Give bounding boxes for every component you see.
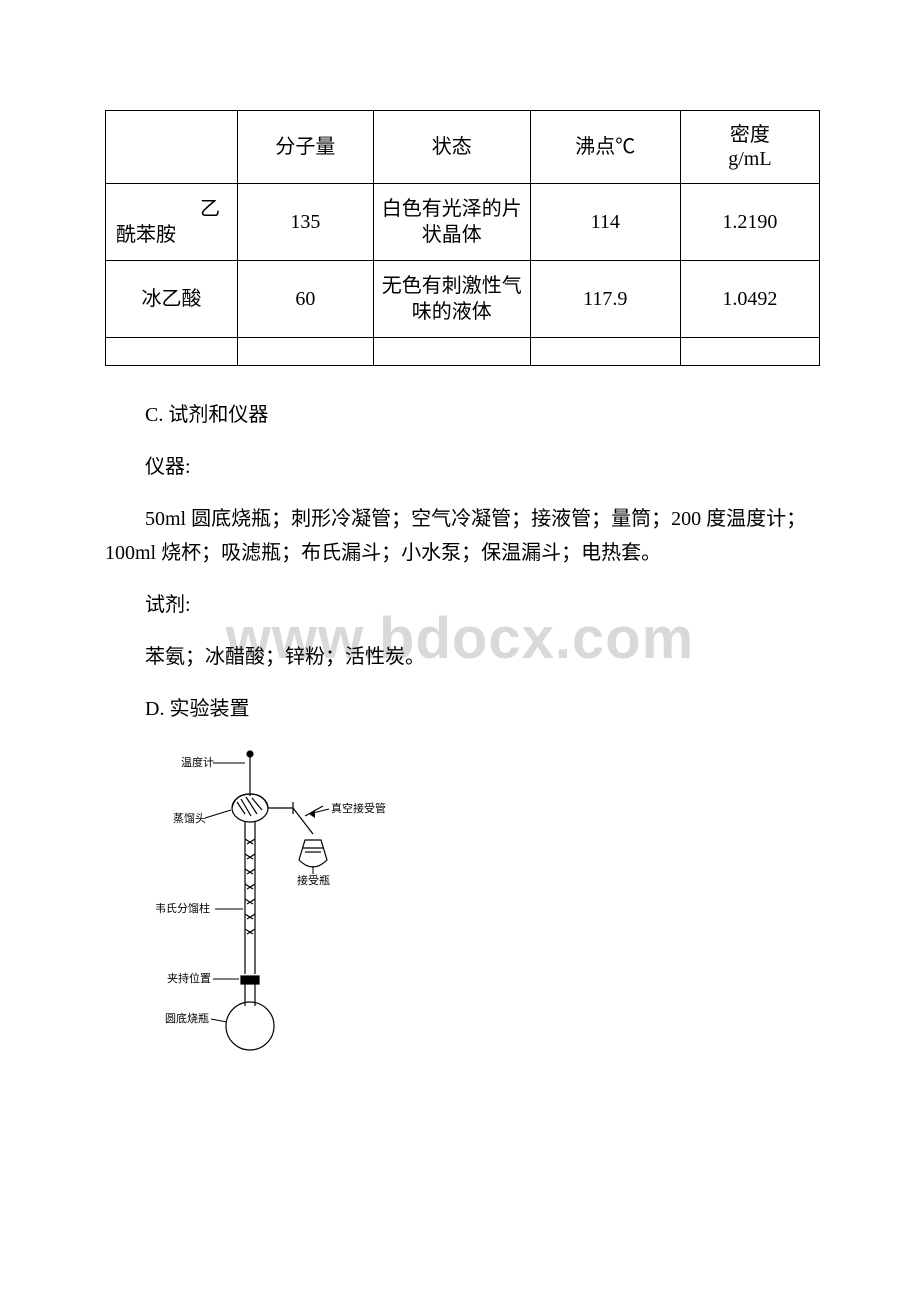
apparatus-body: 50ml 圆底烧瓶；刺形冷凝管；空气冷凝管；接液管；量筒；200 度温度计；10… [105,502,820,570]
cell-mw-1: 135 [238,184,374,261]
empty-cell [680,338,819,366]
header-bp: 沸点℃ [530,111,680,184]
properties-table: 分子量 状态 沸点℃ 密度 g/mL 乙酰苯胺 135 白色有光泽的片状晶体 1… [105,110,820,366]
empty-cell [106,338,238,366]
cell-name-1-line: 乙酰苯胺 [116,196,227,248]
table-header-row: 分子量 状态 沸点℃ 密度 g/mL [106,111,820,184]
cell-density-2: 1.0492 [680,261,819,338]
page-content: 分子量 状态 沸点℃ 密度 g/mL 乙酰苯胺 135 白色有光泽的片状晶体 1… [105,110,820,1054]
cell-state-2: 无色有刺激性气味的液体 [373,261,530,338]
empty-cell [238,338,374,366]
reagent-label: 试剂: [105,588,820,622]
cell-name-1: 乙酰苯胺 [106,184,238,261]
label-clamp: 夹持位置 [167,971,211,985]
cell-bp-1: 114 [530,184,680,261]
label-thermometer: 温度计 [181,755,214,769]
reagent-body: 苯氨；冰醋酸；锌粉；活性炭。 [105,640,820,674]
cell-mw-2: 60 [238,261,374,338]
label-vacuum-tube: 真空接受管 [331,801,386,815]
header-density: 密度 g/mL [680,111,819,184]
cell-bp-2: 117.9 [530,261,680,338]
empty-cell [373,338,530,366]
label-receiver: 接受瓶 [297,873,330,887]
apparatus-label: 仪器: [105,450,820,484]
cell-state-1: 白色有光泽的片状晶体 [373,184,530,261]
label-distill-head: 蒸馏头 [173,811,206,825]
table-row: 乙酰苯胺 135 白色有光泽的片状晶体 114 1.2190 [106,184,820,261]
apparatus-diagram: 温度计 蒸馏头 真空接受管 接受瓶 韦氏分馏柱 夹持位置 圆底烧瓶 [145,744,405,1054]
empty-cell [530,338,680,366]
header-state: 状态 [373,111,530,184]
table-empty-row [106,338,820,366]
cell-name-2: 冰乙酸 [106,261,238,338]
section-c-title: C. 试剂和仪器 [105,398,820,432]
label-flask: 圆底烧瓶 [165,1011,209,1025]
table-row: 冰乙酸 60 无色有刺激性气味的液体 117.9 1.0492 [106,261,820,338]
cell-density-1: 1.2190 [680,184,819,261]
label-column: 韦氏分馏柱 [155,901,210,915]
header-empty [106,111,238,184]
header-mw: 分子量 [238,111,374,184]
section-d-title: D. 实验装置 [105,692,820,726]
distillation-apparatus-svg: 温度计 蒸馏头 真空接受管 接受瓶 韦氏分馏柱 夹持位置 圆底烧瓶 [145,744,405,1054]
